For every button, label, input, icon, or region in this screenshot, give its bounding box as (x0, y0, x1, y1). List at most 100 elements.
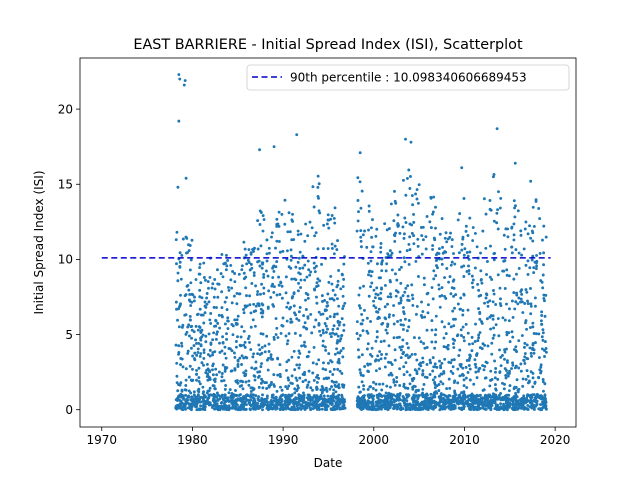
data-point (313, 234, 317, 238)
data-point (258, 352, 262, 356)
data-point (247, 334, 251, 338)
data-point (417, 275, 420, 278)
data-point (457, 402, 460, 406)
data-point (261, 332, 265, 336)
data-point (543, 314, 547, 318)
data-point (450, 406, 453, 410)
data-point (280, 212, 284, 216)
data-point (302, 400, 306, 404)
data-point (261, 309, 265, 313)
data-point (503, 259, 507, 263)
data-point (238, 292, 242, 296)
data-point (443, 236, 447, 240)
data-point (366, 261, 370, 265)
data-point (512, 199, 516, 203)
data-point (466, 234, 470, 237)
data-point (422, 383, 426, 386)
data-point (232, 294, 236, 298)
data-point (397, 301, 401, 305)
data-point (243, 345, 247, 349)
data-point (296, 406, 300, 410)
data-point (196, 328, 200, 332)
data-point (432, 393, 436, 397)
data-point (496, 377, 500, 381)
data-point (525, 369, 529, 373)
data-point (312, 205, 316, 209)
data-point (203, 300, 207, 304)
data-point (469, 397, 473, 401)
data-point (231, 270, 235, 273)
data-point (542, 263, 546, 267)
data-point (505, 347, 508, 351)
data-point (192, 299, 196, 303)
data-point (421, 356, 425, 360)
data-point (332, 315, 336, 319)
data-point (336, 283, 340, 287)
data-point (335, 248, 339, 252)
data-point (316, 185, 320, 189)
data-point (355, 403, 359, 407)
data-point (528, 326, 532, 329)
data-point (199, 407, 202, 411)
data-point (428, 405, 432, 409)
data-point (328, 370, 332, 374)
data-point (325, 222, 329, 226)
data-point (401, 395, 405, 398)
data-point (517, 296, 521, 300)
data-point (243, 247, 247, 251)
data-point (401, 294, 405, 298)
data-point (523, 352, 527, 355)
data-point (224, 383, 228, 387)
data-point (193, 358, 197, 362)
data-point (370, 404, 374, 408)
data-point (531, 321, 535, 325)
data-point (367, 273, 370, 277)
data-point (272, 304, 276, 308)
data-point (248, 401, 251, 404)
data-point (245, 262, 249, 266)
data-point (249, 311, 253, 315)
data-point (542, 251, 546, 255)
data-point (531, 205, 535, 209)
data-point (194, 338, 198, 342)
data-point (322, 394, 326, 398)
data-point (379, 250, 383, 254)
data-point (363, 400, 367, 403)
data-point (464, 376, 468, 380)
data-point (253, 378, 257, 382)
data-point (201, 385, 205, 389)
data-point (177, 119, 181, 123)
data-point (226, 316, 230, 320)
data-point (295, 317, 299, 321)
data-point (311, 388, 314, 392)
data-point (404, 361, 408, 365)
data-point (189, 258, 193, 262)
data-point (325, 377, 329, 381)
data-point (453, 338, 457, 342)
data-point (331, 327, 335, 331)
data-point (356, 348, 360, 352)
data-point (532, 224, 536, 228)
data-point (495, 221, 499, 225)
data-point (541, 286, 545, 290)
data-point (184, 176, 188, 180)
data-point (201, 313, 205, 317)
data-point (413, 408, 417, 411)
data-point (401, 407, 405, 411)
data-point (260, 315, 264, 319)
data-point (478, 331, 482, 334)
data-point (410, 194, 414, 197)
data-point (303, 263, 307, 267)
data-point (515, 293, 519, 297)
data-point (181, 365, 185, 369)
data-point (531, 376, 535, 380)
data-point (294, 376, 298, 380)
data-point (341, 346, 345, 350)
data-point (211, 338, 215, 342)
data-point (303, 239, 307, 243)
data-point (439, 380, 443, 384)
data-point (326, 292, 330, 296)
data-point (180, 389, 184, 393)
data-point (415, 402, 419, 406)
data-point (233, 280, 237, 284)
